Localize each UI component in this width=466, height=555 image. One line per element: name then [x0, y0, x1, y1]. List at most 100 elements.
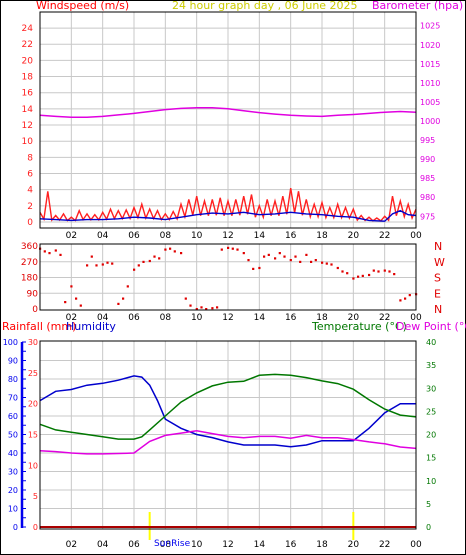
- direction-point: [220, 248, 223, 251]
- direction-point: [377, 270, 380, 273]
- direction-point: [111, 262, 114, 265]
- direction-point: [75, 297, 78, 300]
- series-humidity: [39, 375, 416, 448]
- x-tick-label: 06: [128, 313, 140, 323]
- humidity-scale-tick-label: 60: [8, 412, 18, 421]
- x-tick-label: 14: [254, 313, 266, 323]
- direction-point: [357, 275, 360, 278]
- series-1: [39, 209, 417, 222]
- direction-point: [133, 268, 136, 271]
- barometer-tick-label: 980: [420, 193, 435, 202]
- x-tick-label: 22: [379, 313, 390, 323]
- x-tick-label: 20: [348, 540, 360, 550]
- series-0: [39, 187, 417, 222]
- windspeed-tick-label: 18: [22, 73, 34, 83]
- humidity-scale-tick-label: 50: [8, 431, 18, 440]
- temperature-tick-label: 15: [426, 454, 436, 463]
- direction-point: [137, 264, 140, 267]
- temperature-tick-label: 0: [426, 523, 431, 532]
- compass-letter-w: W: [434, 256, 445, 269]
- x-tick-label: 10: [191, 540, 203, 550]
- windspeed-tick-label: 0: [27, 218, 33, 228]
- direction-point: [258, 266, 261, 270]
- direction-point: [227, 246, 230, 249]
- x-tick-label: 00: [410, 231, 422, 241]
- direction-point: [231, 247, 234, 250]
- temp-panel-axes: 02 04 06 08 10 12 14 16 18 20 22 000102030405060708…: [3, 338, 436, 550]
- direction-point: [180, 252, 183, 255]
- rainfall-label: Rainfall (mm): [2, 320, 76, 333]
- x-tick-label: 06: [128, 540, 140, 550]
- direction-point: [205, 308, 208, 311]
- direction-point: [54, 249, 57, 252]
- windspeed-tick-label: 4: [27, 186, 33, 196]
- direction-point: [325, 262, 328, 265]
- barometer-tick-label: 985: [420, 174, 435, 183]
- direction-point: [352, 277, 355, 280]
- windspeed-tick-label: 14: [22, 105, 34, 115]
- windspeed-tick-label: 16: [22, 89, 34, 99]
- humidity-label: Humidity: [66, 320, 116, 333]
- barometer-tick-label: 1025: [420, 22, 440, 31]
- x-tick-label: 18: [316, 313, 328, 323]
- rain-scale-tick-label: 15: [28, 431, 38, 440]
- x-tick-label: 16: [285, 231, 297, 241]
- direction-point: [368, 273, 371, 277]
- series-2: [39, 106, 417, 118]
- x-tick-label: 22: [379, 540, 390, 550]
- direction-point: [267, 253, 270, 256]
- direction-point: [289, 259, 292, 262]
- temperature-tick-label: 25: [426, 407, 436, 416]
- compass-letter-n: N: [434, 303, 442, 316]
- x-tick-label: 12: [222, 313, 233, 323]
- graph-title: 24 hour graph day , 06 June 2025: [172, 0, 358, 12]
- rain-scale-tick-label: 10: [28, 461, 38, 470]
- x-tick-label: 20: [348, 231, 360, 241]
- x-tick-label: 12: [222, 540, 233, 550]
- humidity-scale-tick-label: 30: [8, 468, 18, 477]
- direction-point: [86, 264, 89, 267]
- direction-point: [43, 250, 46, 253]
- direction-tick-label: 90: [27, 289, 39, 299]
- x-tick-label: 00: [410, 313, 422, 323]
- x-tick-label: 04: [97, 313, 109, 323]
- humidity-scale-tick-label: 40: [8, 449, 18, 458]
- direction-panel-series: [39, 246, 418, 311]
- direction-point: [321, 261, 324, 264]
- direction-point: [189, 304, 192, 307]
- x-tick-label: 14: [254, 231, 266, 241]
- direction-point: [314, 259, 317, 262]
- barometer-tick-label: 1020: [420, 41, 440, 50]
- direction-point: [211, 307, 214, 310]
- x-tick-label: 10: [191, 231, 203, 241]
- x-tick-label: 18: [316, 231, 328, 241]
- direction-point: [142, 260, 145, 263]
- humidity-scale-tick-label: 70: [8, 394, 18, 403]
- direction-point: [95, 264, 98, 267]
- barometer-tick-label: 975: [420, 212, 435, 221]
- direction-point: [48, 252, 51, 255]
- humidity-scale-tick-label: 20: [8, 486, 18, 495]
- sunrise-label: SunRise: [154, 539, 191, 549]
- direction-point: [101, 263, 104, 266]
- x-tick-label: 02: [66, 540, 77, 550]
- direction-point: [283, 255, 286, 258]
- wind-panel-grid: [40, 12, 416, 228]
- wind-panel-axes: 02 04 06 08 10 12 14 16 18 20 22 000246810121416182…: [22, 22, 441, 241]
- direction-point: [330, 263, 333, 266]
- barometer-tick-label: 1005: [420, 98, 440, 107]
- direction-point: [383, 269, 386, 272]
- direction-point: [70, 285, 73, 288]
- direction-point: [106, 261, 109, 264]
- temp-panel-border: [39, 340, 417, 530]
- direction-tick-label: 0: [32, 305, 38, 315]
- barometer-header-label: Barometer (hpa): [372, 0, 463, 12]
- series-dew-point-c-: [39, 430, 417, 455]
- rain-scale-tick-label: 30: [28, 338, 38, 347]
- x-tick-label: 20: [348, 313, 360, 323]
- temperature-tick-label: 35: [426, 361, 436, 370]
- direction-point: [274, 257, 277, 260]
- x-tick-label: 22: [379, 231, 390, 241]
- x-tick-label: 08: [160, 231, 172, 241]
- x-tick-label: 08: [160, 540, 172, 550]
